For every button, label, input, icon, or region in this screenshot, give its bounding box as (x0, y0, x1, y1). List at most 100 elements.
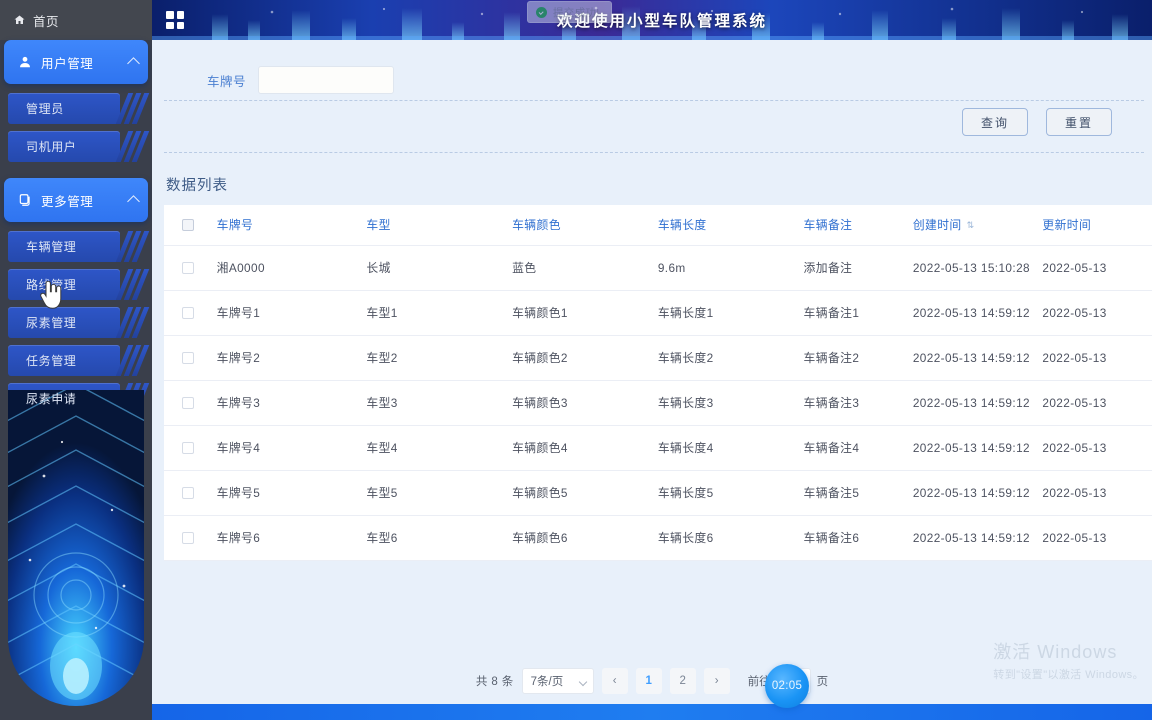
cell-plate: 车牌号5 (216, 470, 367, 516)
sidebar-item-label: 任务管理 (26, 354, 77, 368)
row-checkbox[interactable] (182, 261, 194, 274)
sidebar-item-urea-management[interactable]: 尿素管理 (0, 307, 152, 338)
cell-plate: 车牌号1 (216, 290, 367, 336)
cell-color: 车辆颜色1 (512, 290, 658, 336)
query-button[interactable]: 查询 (962, 108, 1028, 136)
table-row[interactable]: 湘A0000 长城 蓝色 9.6m 添加备注 2022-05-13 15:10:… (164, 245, 1152, 291)
grid-menu-icon[interactable] (166, 11, 184, 29)
sidebar-item-driver-user[interactable]: 司机用户 (0, 131, 152, 162)
page-size-select[interactable]: 7条/页 (521, 668, 594, 694)
column-create-time-label: 创建时间 (912, 218, 962, 233)
cell-update-time: 2022-05-13 (1042, 515, 1152, 561)
home-icon (14, 15, 25, 24)
cell-color: 车辆颜色3 (512, 380, 658, 426)
menu-bar-shape (8, 131, 120, 162)
sidebar-group-user-management: 用户管理 管理员 司机用户 (0, 40, 152, 162)
row-select-cell (164, 425, 217, 471)
sidebar-item-route-management[interactable]: 路线管理 (0, 269, 152, 300)
cell-note: 车辆备注3 (803, 380, 913, 426)
cell-note: 车辆备注5 (803, 470, 913, 516)
menu-bar-shape (8, 231, 120, 262)
table-row[interactable]: 车牌号5 车型5 车辆颜色5 车辆长度5 车辆备注5 2022-05-13 14… (164, 470, 1152, 516)
table-row[interactable]: 车牌号6 车型6 车辆颜色6 车辆长度6 车辆备注6 2022-05-13 14… (164, 515, 1152, 561)
sidebar-item-label: 管理员 (26, 102, 64, 116)
toast-message: 提交成功! (553, 6, 600, 19)
cell-plate: 车牌号4 (216, 425, 367, 471)
sidebar-item-admin[interactable]: 管理员 (0, 93, 152, 124)
row-checkbox[interactable] (182, 306, 194, 319)
cell-create-time: 2022-05-13 14:59:12 (912, 425, 1043, 471)
data-table-card: 车牌号 车型 车辆颜色 车辆长度 车辆备注 创建时间 ⇅ 更新时间 湘A (164, 205, 1152, 561)
column-select-all (164, 205, 217, 246)
select-all-checkbox[interactable] (182, 218, 194, 231)
cell-model: 车型3 (366, 380, 513, 426)
menu-bar-shape (8, 307, 120, 338)
sidebar-item-label: 尿素申请 (26, 392, 77, 406)
cell-length: 9.6m (657, 245, 804, 291)
row-checkbox[interactable] (182, 441, 194, 454)
cell-note: 车辆备注6 (803, 515, 913, 561)
pagination-prev-button[interactable]: ‹ (601, 668, 628, 694)
pagination-page-2[interactable]: 2 (669, 668, 696, 694)
sidebar-group-more-management: 更多管理 车辆管理 路线管理 (0, 178, 152, 414)
success-check-icon (536, 6, 547, 18)
sort-icon[interactable]: ⇅ (966, 220, 975, 231)
column-color[interactable]: 车辆颜色 (512, 205, 658, 246)
sidebar-item-task-management[interactable]: 任务管理 (0, 345, 152, 376)
cell-note: 车辆备注1 (803, 290, 913, 336)
sidebar-group-header-more-management[interactable]: 更多管理 (4, 178, 148, 222)
row-select-cell (164, 290, 217, 336)
chevron-up-icon (127, 195, 140, 208)
cell-model: 车型4 (366, 425, 513, 471)
sidebar-group-header-user-management[interactable]: 用户管理 (4, 40, 148, 84)
row-checkbox[interactable] (182, 351, 194, 364)
pagination-page-1[interactable]: 1 (635, 668, 662, 694)
chevron-up-icon (127, 57, 140, 70)
cell-color: 车辆颜色5 (512, 470, 658, 516)
sidebar-item-home[interactable]: 首页 (0, 0, 152, 40)
table-header-row: 车牌号 车型 车辆颜色 车辆长度 车辆备注 创建时间 ⇅ 更新时间 (164, 205, 1152, 246)
cell-color: 车辆颜色6 (512, 515, 658, 561)
page-size-value: 7条/页 (530, 676, 564, 688)
floating-timer-bubble[interactable]: 02:05 (765, 664, 809, 708)
cell-update-time: 2022-05-13 (1042, 335, 1152, 381)
row-checkbox[interactable] (182, 531, 194, 544)
header-background-image (152, 0, 1152, 40)
column-update-time[interactable]: 更新时间 (1042, 205, 1152, 246)
table-row[interactable]: 车牌号2 车型2 车辆颜色2 车辆长度2 车辆备注2 2022-05-13 14… (164, 335, 1152, 381)
row-checkbox[interactable] (182, 396, 194, 409)
search-actions: 查询 重置 (962, 108, 1112, 136)
plate-number-input[interactable] (258, 66, 394, 94)
cell-plate: 湘A0000 (216, 245, 367, 291)
row-select-cell (164, 470, 217, 516)
cell-length: 车辆长度5 (657, 470, 804, 516)
sidebar-item-label: 尿素管理 (26, 316, 77, 330)
cell-length: 车辆长度3 (657, 380, 804, 426)
sidebar-item-label: 司机用户 (26, 140, 77, 154)
row-checkbox[interactable] (182, 486, 194, 499)
cell-note: 添加备注 (803, 245, 913, 291)
column-length[interactable]: 车辆长度 (657, 205, 804, 246)
column-create-time[interactable]: 创建时间 ⇅ (912, 205, 1043, 246)
column-plate[interactable]: 车牌号 (216, 205, 367, 246)
pagination-next-button[interactable]: › (703, 668, 730, 694)
cell-note: 车辆备注4 (803, 425, 913, 471)
table-row[interactable]: 车牌号1 车型1 车辆颜色1 车辆长度1 车辆备注1 2022-05-13 14… (164, 290, 1152, 336)
sidebar-group-label: 更多管理 (41, 194, 94, 209)
cell-length: 车辆长度4 (657, 425, 804, 471)
cell-create-time: 2022-05-13 14:59:12 (912, 515, 1043, 561)
table-row[interactable]: 车牌号4 车型4 车辆颜色4 车辆长度4 车辆备注4 2022-05-13 14… (164, 425, 1152, 471)
data-list-title: 数据列表 (166, 178, 228, 194)
table-row[interactable]: 车牌号3 车型3 车辆颜色3 车辆长度3 车辆备注3 2022-05-13 14… (164, 380, 1152, 426)
pagination: 共 8 条 7条/页 ‹ 1 2 › 前往 页 (152, 666, 1152, 696)
plate-number-label: 车牌号 (206, 74, 246, 89)
column-model[interactable]: 车型 (366, 205, 513, 246)
cell-model: 车型5 (366, 470, 513, 516)
cell-model: 车型2 (366, 335, 513, 381)
cell-create-time: 2022-05-13 14:59:12 (912, 335, 1043, 381)
column-note[interactable]: 车辆备注 (803, 205, 913, 246)
reset-button[interactable]: 重置 (1046, 108, 1112, 136)
pagination-jump-unit: 页 (816, 676, 829, 688)
sidebar-item-vehicle-management[interactable]: 车辆管理 (0, 231, 152, 262)
